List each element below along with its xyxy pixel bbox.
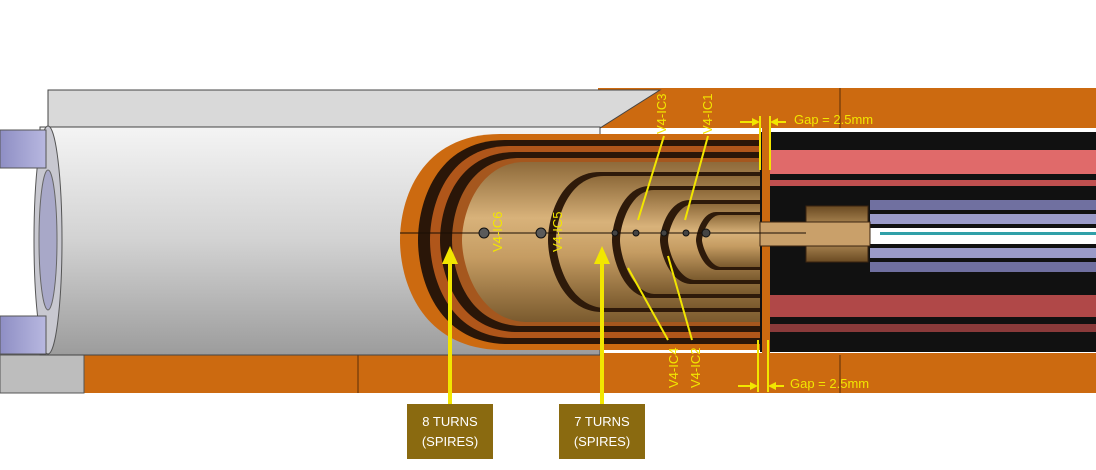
label-v4-ic5: V4-IC5 (550, 212, 565, 252)
leader-lines (627, 135, 709, 341)
label-v4-ic2: V4-IC2 (688, 348, 703, 388)
callout-arrow-left (442, 246, 458, 404)
gap-top-label: Gap = 2.5mm (794, 112, 873, 127)
gap-bottom-label: Gap = 2.5mm (790, 376, 869, 391)
callout-left-line1: 8 TURNS (422, 414, 478, 429)
central-rod (759, 205, 871, 263)
mounting-holes (478, 227, 711, 239)
callout-box-left: 8 TURNS (SPIRES) (407, 404, 493, 459)
gap-marker-top (740, 116, 786, 170)
coil-bodies (462, 162, 760, 322)
label-v4-ic3: V4-IC3 (654, 94, 669, 134)
label-v4-ic6: V4-IC6 (490, 212, 505, 252)
callout-left-line2: (SPIRES) (422, 434, 478, 449)
gap-marker-bottom (738, 340, 784, 392)
copper-casing (0, 88, 1096, 394)
callout-right-line2: (SPIRES) (574, 434, 630, 449)
purple-end-blocks (0, 129, 47, 355)
callout-box-right: 7 TURNS (SPIRES) (559, 404, 645, 459)
label-v4-ic4: V4-IC4 (666, 348, 681, 388)
label-v4-ic1: V4-IC1 (700, 94, 715, 134)
coil-labels: V4-IC6 V4-IC5 V4-IC3 V4-IC1 V4-IC4 V4-IC… (490, 94, 715, 388)
callout-arrow-right (594, 246, 610, 404)
callout-right-line1: 7 TURNS (574, 414, 630, 429)
